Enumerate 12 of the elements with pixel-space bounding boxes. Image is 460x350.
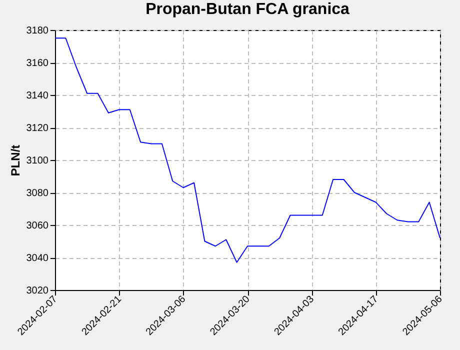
y-tick-label: 3120 xyxy=(26,123,49,134)
chart-title: Propan-Butan FCA granica xyxy=(146,1,350,18)
y-tick-label: 3080 xyxy=(26,188,49,199)
y-tick-label: 3180 xyxy=(26,26,49,36)
y-axis-title: PLN/t xyxy=(8,144,22,176)
y-tick-label: 3020 xyxy=(26,286,49,296)
y-tick-label: 3160 xyxy=(26,58,49,69)
y-tick-label: 3060 xyxy=(26,220,49,232)
y-tick-label: 3100 xyxy=(26,156,49,166)
y-tick-label: 3040 xyxy=(26,253,49,264)
y-tick-label: 3140 xyxy=(26,90,49,102)
line-series xyxy=(54,38,440,263)
